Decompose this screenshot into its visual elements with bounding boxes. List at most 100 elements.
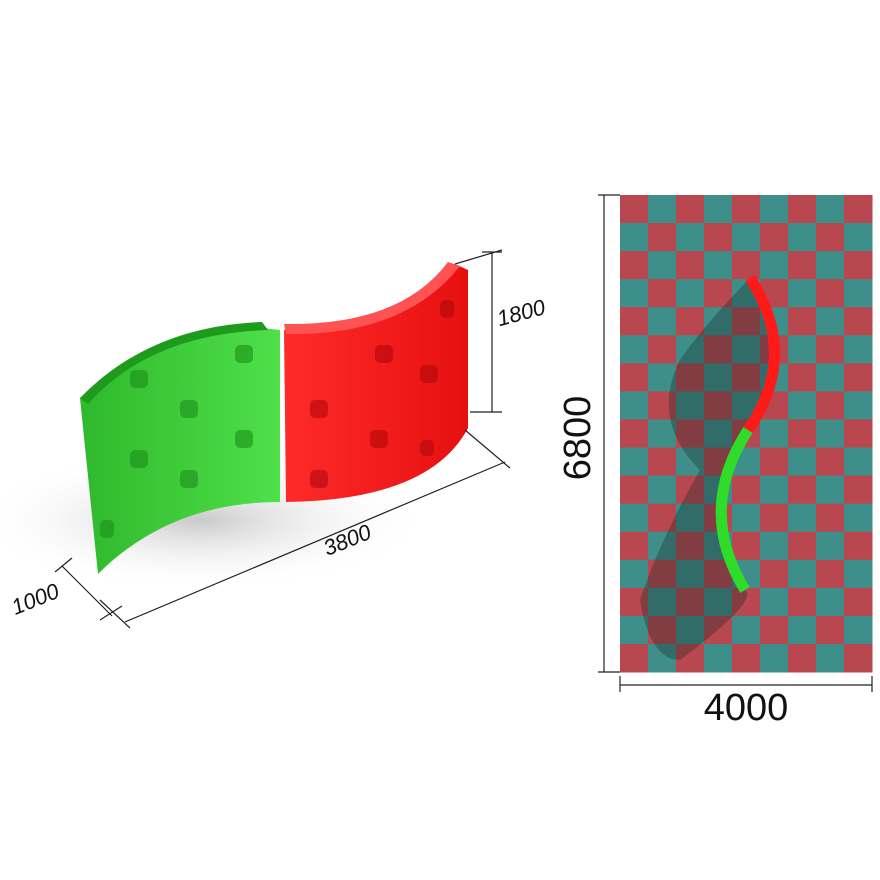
tile (676, 587, 705, 617)
tile (676, 391, 705, 420)
tile (788, 363, 817, 392)
tile (704, 587, 733, 617)
tile (704, 223, 733, 252)
tile (732, 643, 761, 673)
tile (620, 363, 649, 392)
tile (844, 391, 873, 420)
tile (816, 363, 845, 392)
tile (704, 615, 733, 645)
area-length-label: 6800 (557, 396, 599, 481)
tile (648, 587, 677, 617)
tile (648, 643, 677, 673)
tile (760, 195, 789, 224)
tile (816, 447, 845, 477)
tile (648, 307, 677, 336)
tile (760, 559, 789, 589)
tile (844, 447, 873, 477)
tile (676, 531, 705, 561)
tile (648, 475, 677, 505)
tile (676, 195, 705, 224)
tile (620, 307, 649, 336)
tile (760, 643, 789, 673)
tile (732, 531, 761, 561)
green-holds (100, 345, 253, 538)
tile (676, 475, 705, 505)
tile (760, 223, 789, 252)
tile (788, 503, 817, 533)
tile (816, 643, 845, 673)
tile (732, 503, 761, 533)
tile (844, 643, 873, 673)
tile (648, 615, 677, 645)
tile (816, 587, 845, 617)
tile (844, 251, 873, 280)
tile (676, 419, 705, 449)
plan-red-wall (743, 275, 780, 434)
tile (816, 251, 845, 280)
tile (788, 447, 817, 477)
tile (816, 503, 845, 533)
tile (788, 643, 817, 673)
tile (788, 475, 817, 505)
tile (648, 419, 677, 449)
plan-green-wall (715, 427, 753, 593)
tile (760, 447, 789, 477)
safety-area (620, 195, 873, 673)
tile (676, 615, 705, 645)
tile (788, 279, 817, 308)
tile (788, 419, 817, 449)
green-edge (80, 322, 268, 404)
red-panel (284, 264, 468, 502)
tile (816, 531, 845, 561)
tile (788, 251, 817, 280)
tile (648, 391, 677, 420)
tile (704, 307, 733, 336)
tile (816, 307, 845, 336)
tile (676, 279, 705, 308)
tile (788, 335, 817, 364)
tile (648, 503, 677, 533)
tile (844, 587, 873, 617)
tile (760, 531, 789, 561)
height-label: 1800 (494, 294, 548, 331)
tile (620, 279, 649, 308)
tile (704, 391, 733, 420)
tile (844, 615, 873, 645)
tile (704, 419, 733, 449)
tile (676, 559, 705, 589)
tile (788, 391, 817, 420)
tile (816, 223, 845, 252)
tile (816, 279, 845, 308)
tile (732, 335, 761, 364)
tile (704, 363, 733, 392)
tile (732, 363, 761, 392)
tile (760, 587, 789, 617)
tile (816, 335, 845, 364)
tile (732, 223, 761, 252)
tile (760, 475, 789, 505)
tile (704, 279, 733, 308)
tile (620, 223, 649, 252)
green-panel (80, 328, 280, 574)
tile (788, 223, 817, 252)
tile (732, 251, 761, 280)
tile (816, 195, 845, 224)
tile (788, 615, 817, 645)
tile (704, 195, 733, 224)
tile (676, 307, 705, 336)
tile (704, 251, 733, 280)
tile (760, 615, 789, 645)
tile (844, 279, 873, 308)
tile (676, 335, 705, 364)
tile (844, 475, 873, 505)
tile (760, 419, 789, 449)
tile (732, 195, 761, 224)
wall-3d (0, 262, 468, 590)
tile (620, 335, 649, 364)
tile (788, 587, 817, 617)
tile (816, 475, 845, 505)
tile (620, 559, 649, 589)
tile (648, 363, 677, 392)
tile (620, 615, 649, 645)
